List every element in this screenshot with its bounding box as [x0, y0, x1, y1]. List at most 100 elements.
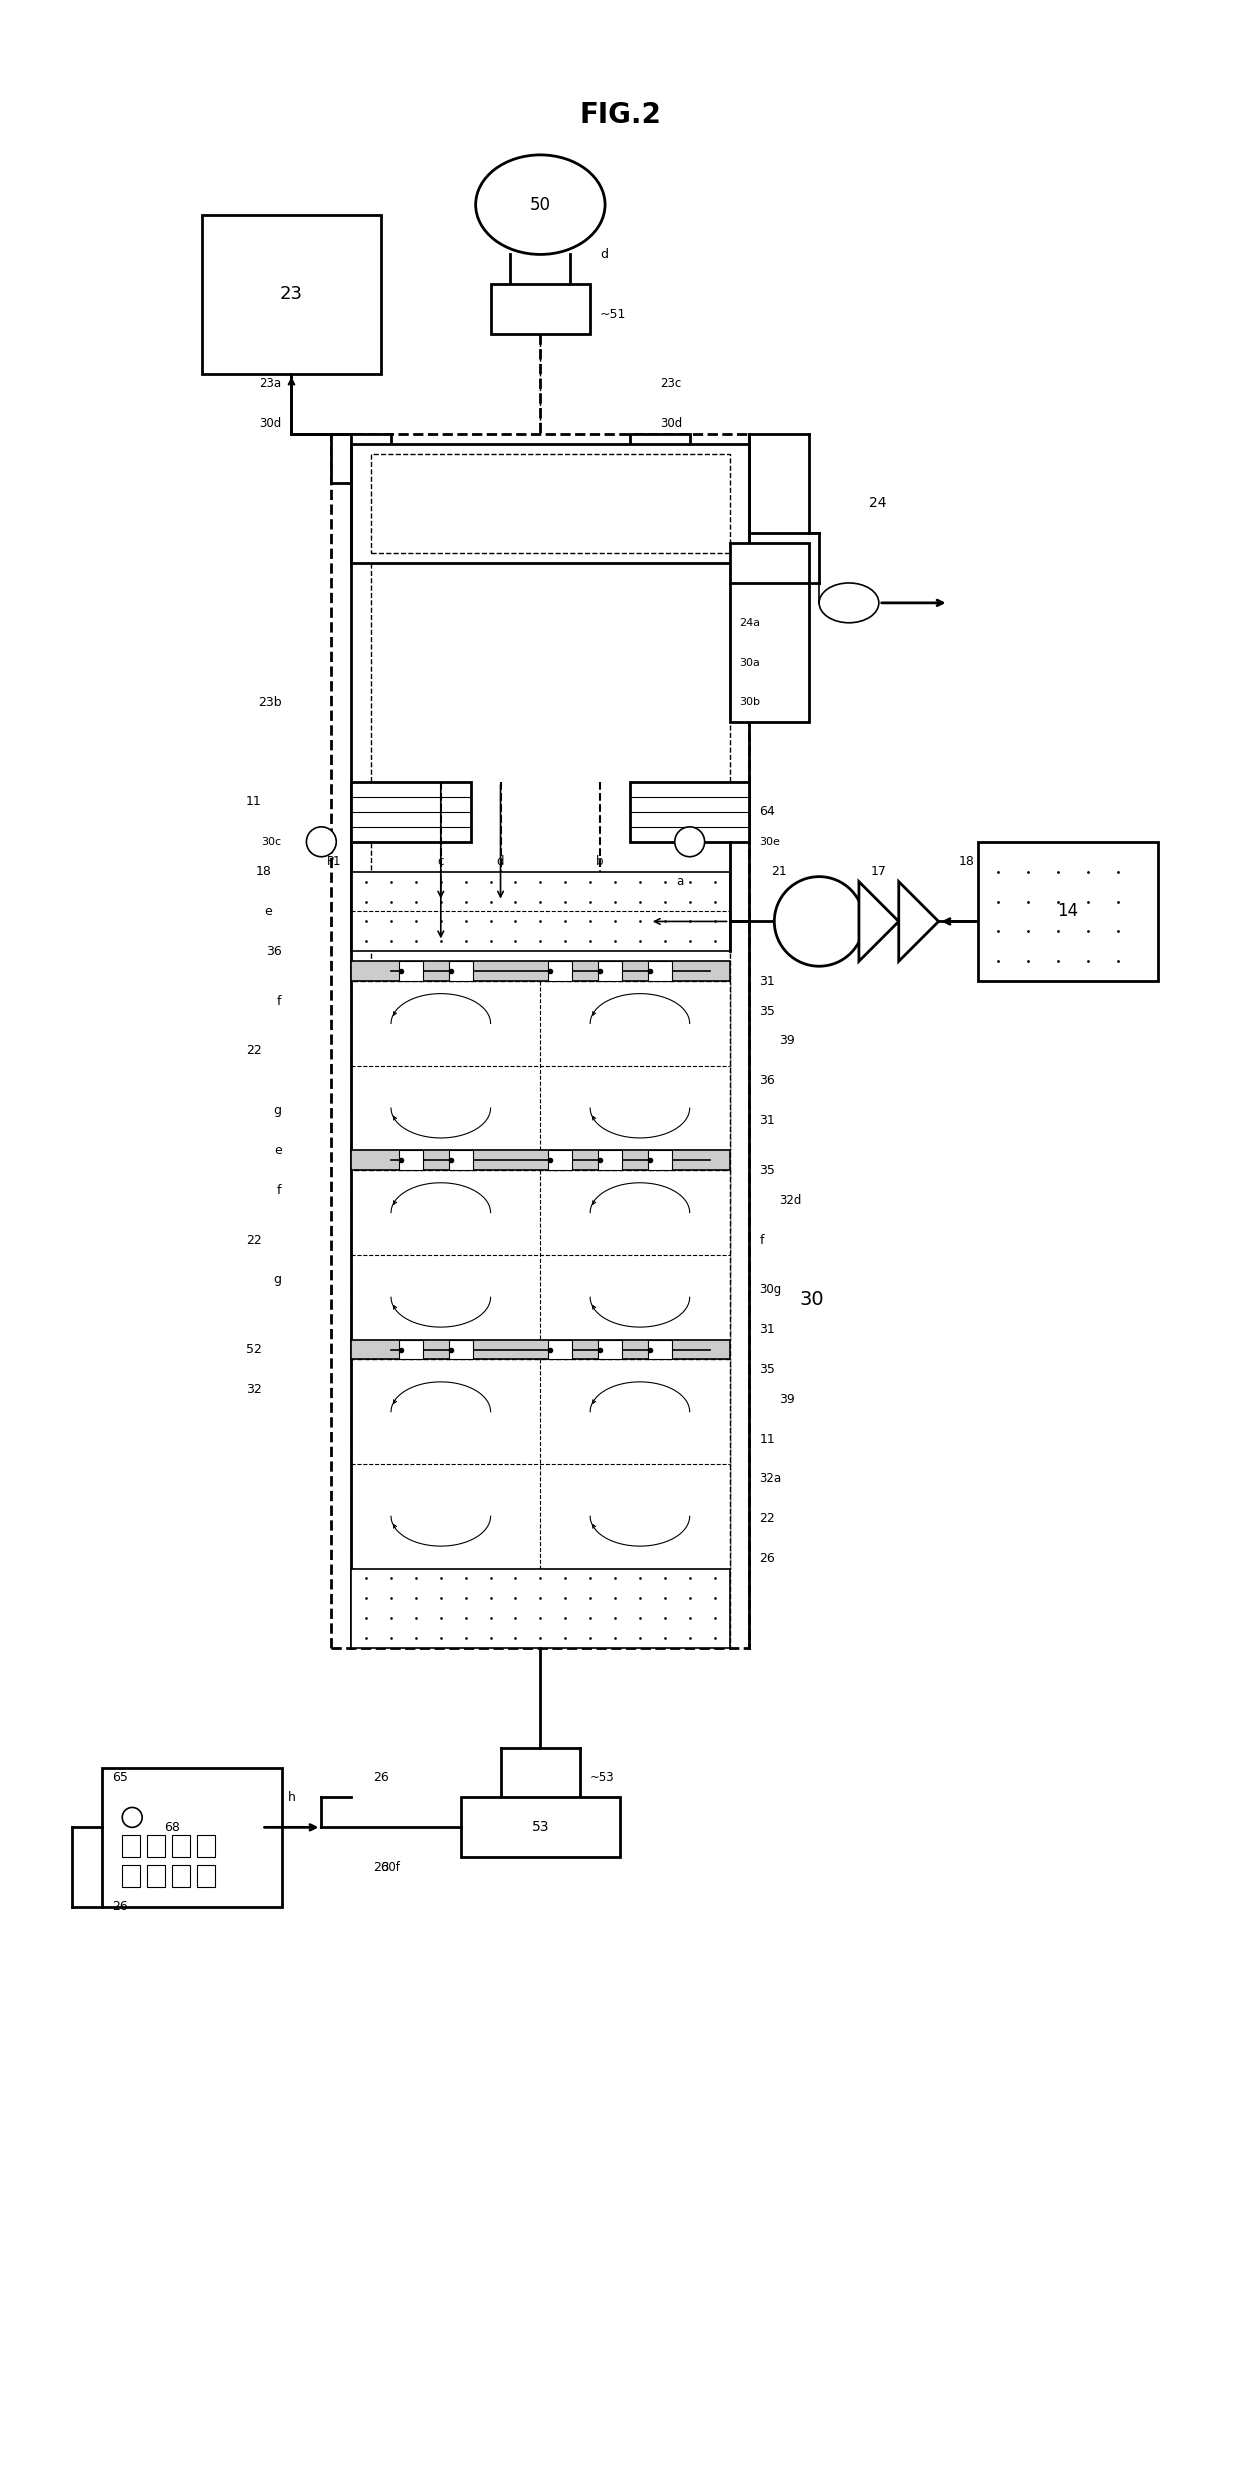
- Bar: [978, 841, 1158, 982]
- Text: 30b: 30b: [739, 697, 760, 707]
- Text: f: f: [277, 994, 281, 1007]
- Bar: [172, 1865, 190, 1887]
- Text: 18: 18: [959, 856, 975, 868]
- Text: b: b: [596, 856, 604, 868]
- Bar: [148, 1835, 165, 1858]
- Bar: [351, 1567, 729, 1649]
- Bar: [351, 870, 729, 952]
- Text: 30d: 30d: [660, 417, 682, 429]
- Text: 23b: 23b: [258, 697, 281, 709]
- Text: 23c: 23c: [660, 377, 681, 389]
- Text: 35: 35: [759, 1163, 775, 1178]
- Text: 32d: 32d: [779, 1193, 801, 1208]
- Bar: [331, 434, 391, 484]
- Bar: [351, 1151, 729, 1171]
- Bar: [729, 543, 810, 722]
- Bar: [123, 1835, 140, 1858]
- Circle shape: [306, 826, 336, 856]
- Bar: [351, 1359, 729, 1567]
- Text: 50: 50: [529, 196, 551, 213]
- Bar: [598, 1339, 622, 1359]
- Text: 32a: 32a: [759, 1473, 781, 1486]
- Bar: [197, 1865, 215, 1887]
- Text: g: g: [274, 1104, 281, 1116]
- Bar: [103, 1768, 281, 1907]
- Text: 39: 39: [779, 1034, 795, 1047]
- Text: f: f: [759, 1233, 764, 1247]
- Bar: [647, 1339, 672, 1359]
- Bar: [172, 1835, 190, 1858]
- Text: 11: 11: [759, 1433, 775, 1446]
- Text: P1: P1: [327, 856, 341, 868]
- Text: c: c: [438, 856, 444, 868]
- Bar: [351, 781, 471, 841]
- Text: FIG.2: FIG.2: [579, 102, 661, 129]
- Bar: [399, 962, 423, 982]
- Bar: [449, 1151, 472, 1171]
- Bar: [331, 434, 749, 1649]
- Bar: [197, 1835, 215, 1858]
- Text: 22: 22: [246, 1044, 262, 1056]
- Bar: [630, 781, 749, 841]
- Bar: [647, 1151, 672, 1171]
- Text: 31: 31: [759, 975, 775, 987]
- Circle shape: [774, 875, 864, 967]
- Text: 23: 23: [280, 285, 303, 303]
- Text: d: d: [497, 856, 505, 868]
- Text: 30a: 30a: [739, 657, 760, 667]
- Text: 18: 18: [255, 866, 272, 878]
- Text: 30f: 30f: [382, 1860, 401, 1875]
- Text: 65: 65: [113, 1771, 128, 1783]
- Text: 32: 32: [246, 1384, 262, 1396]
- Text: 53: 53: [532, 1820, 549, 1835]
- Polygon shape: [859, 880, 899, 962]
- Bar: [548, 962, 572, 982]
- Text: 31: 31: [759, 1114, 775, 1126]
- Text: 36: 36: [759, 1074, 775, 1086]
- Ellipse shape: [820, 583, 879, 622]
- Bar: [449, 962, 472, 982]
- Bar: [399, 1339, 423, 1359]
- Bar: [491, 285, 590, 335]
- Text: 30d: 30d: [259, 417, 281, 429]
- Bar: [548, 1151, 572, 1171]
- Text: 35: 35: [759, 1004, 775, 1017]
- Bar: [598, 962, 622, 982]
- Text: 30c: 30c: [262, 836, 281, 846]
- Circle shape: [123, 1808, 143, 1828]
- Text: 22: 22: [759, 1513, 775, 1525]
- Text: 22: 22: [246, 1233, 262, 1247]
- Text: h: h: [288, 1791, 295, 1803]
- Text: 30: 30: [800, 1290, 823, 1309]
- Text: 23a: 23a: [259, 377, 281, 389]
- Text: 26: 26: [113, 1900, 128, 1915]
- Bar: [371, 454, 729, 553]
- Text: f: f: [277, 1183, 281, 1198]
- Text: 21: 21: [771, 866, 787, 878]
- Bar: [351, 982, 729, 1151]
- Text: e: e: [274, 1143, 281, 1156]
- Bar: [123, 1865, 140, 1887]
- Text: 11: 11: [246, 796, 262, 808]
- Text: 35: 35: [759, 1364, 775, 1376]
- Bar: [461, 1798, 620, 1858]
- Text: 17: 17: [870, 866, 887, 878]
- Text: a: a: [676, 875, 683, 888]
- Text: 36: 36: [265, 945, 281, 957]
- Bar: [202, 216, 381, 374]
- Text: 30e: 30e: [759, 836, 780, 846]
- Bar: [351, 1171, 729, 1339]
- Bar: [647, 962, 672, 982]
- Ellipse shape: [476, 154, 605, 255]
- Bar: [148, 1865, 165, 1887]
- Bar: [449, 1339, 472, 1359]
- Bar: [399, 1151, 423, 1171]
- Text: 24: 24: [869, 496, 887, 511]
- Bar: [630, 434, 689, 484]
- Text: 30g: 30g: [759, 1282, 781, 1297]
- Text: 26: 26: [759, 1552, 775, 1565]
- Text: ~51: ~51: [600, 308, 626, 320]
- Text: 24a: 24a: [739, 618, 760, 627]
- Text: 14: 14: [1058, 903, 1079, 920]
- Bar: [351, 444, 749, 563]
